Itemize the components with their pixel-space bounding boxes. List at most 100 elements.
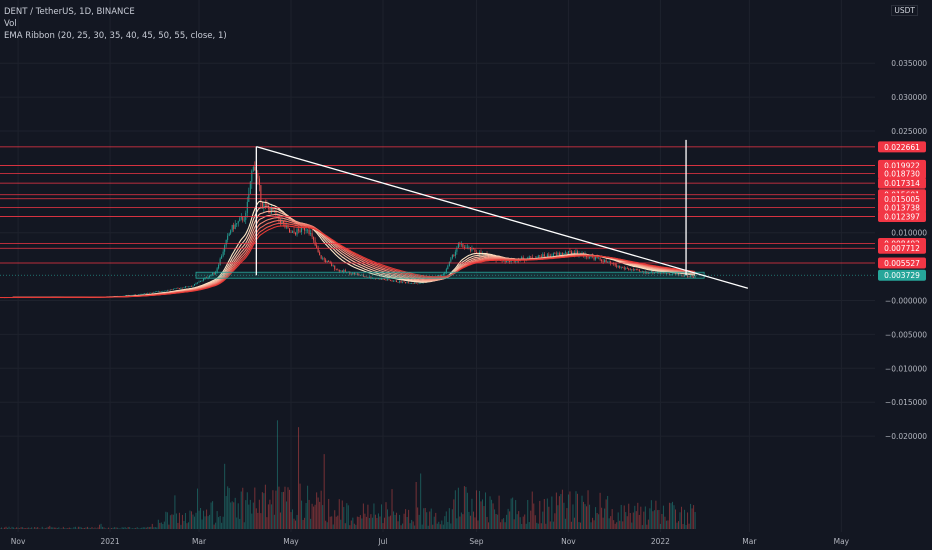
time-tick-label[interactable]: Mar [742,537,757,546]
volume-bar [580,522,582,529]
volume-bar [49,525,51,529]
volume-bar [509,511,511,529]
volume-bar [610,516,612,529]
candle-body [616,265,618,267]
level-badge[interactable] [878,242,926,254]
price-tick-label[interactable]: 0.030000 [891,93,927,102]
price-tick-label[interactable]: 0.010000 [891,229,927,238]
volume-bar [308,499,310,529]
time-tick-label[interactable]: May [283,537,299,546]
price-tick-label[interactable]: 0.035000 [891,59,927,68]
volume-bar [206,509,208,529]
candle-body [355,273,357,275]
candle-body [551,255,553,257]
volume-bar [412,521,414,529]
support-badge[interactable] [878,269,926,281]
volume-bar [203,510,205,529]
candle-body [249,181,251,194]
volume-bar [575,491,577,529]
candle-body [356,273,358,275]
candle-body [198,281,200,283]
time-tick-label[interactable]: Sep [469,537,483,546]
candle-body [506,260,508,263]
time-tick-label[interactable]: May [834,537,850,546]
time-axis[interactable]: Nov 2021 Mar May Jul Sep Nov 2022 Mar May [11,537,850,546]
price-tick-label[interactable]: −0.020000 [885,432,927,441]
candle-body [421,282,423,284]
time-tick-label[interactable]: Nov [561,537,576,546]
volume-bar [121,527,123,529]
trendline[interactable] [256,145,749,289]
candle-body [178,288,180,289]
price-axis[interactable]: 0.035000 0.030000 0.025000 0.010000 −0.00000… [878,59,927,441]
volume-bar [403,513,405,529]
price-tick-label[interactable]: −0.015000 [885,398,927,407]
candle-body [257,173,259,179]
time-tick-label[interactable]: 2022 [651,537,670,546]
volume-bar [79,526,81,529]
volume-bar [448,508,450,529]
volume-bar [153,527,155,529]
horizontal-levels[interactable] [0,146,875,279]
volume-bar [197,488,199,529]
volume-bar [331,516,333,529]
candle-body [394,280,396,282]
time-tick-label[interactable]: Mar [192,537,207,546]
candle-body [314,240,316,246]
candle-body [528,256,530,258]
price-tick-label[interactable]: −0.005000 [885,330,927,339]
candle-body [248,193,250,202]
candle-body [218,264,220,269]
ema-line [0,206,696,299]
currency-label[interactable]: USDT [891,5,918,16]
volume-bar [255,508,257,529]
volume-bar [567,494,569,529]
volume-bar [160,522,162,529]
level-badge[interactable] [878,177,926,189]
level-badge[interactable] [878,193,926,205]
level-badge[interactable] [878,257,926,269]
volume-bar [647,519,649,529]
drawings[interactable] [255,139,749,289]
volume-bar [349,525,351,529]
volume-bar [275,490,277,529]
candle-body [678,273,680,275]
candle-body [607,261,609,263]
volume-bar [347,505,349,529]
level-badge[interactable] [878,141,926,153]
volume-legend[interactable]: Vol [4,19,17,29]
volume-bar [497,514,499,529]
volume-bar [257,512,259,529]
time-tick-label[interactable]: Nov [11,537,26,546]
volume-bar [323,454,325,529]
level-badge[interactable] [878,210,926,222]
volume-bar [503,518,505,529]
volume-bar [557,505,559,529]
candle-body [299,230,301,232]
volume-bar [46,527,48,529]
price-tick-label[interactable]: −0.010000 [885,364,927,373]
candle-body [626,268,628,269]
level-badge[interactable] [878,201,926,213]
volume-bar [555,492,557,529]
volume-bar [230,502,232,529]
volume-bar [661,513,663,529]
price-tick-label[interactable]: −0.000000 [885,297,927,306]
candle-body [213,272,215,274]
symbol-title[interactable]: DENT / TetherUS, 1D, BINANCE [4,7,135,17]
level-badge[interactable] [878,168,926,180]
candle-body [216,268,218,273]
volume-bar [662,505,664,529]
volume-bar [581,495,583,529]
volume-bar [359,515,361,529]
volume-bar [55,527,57,529]
volume-bar [653,510,655,529]
volume-bar [246,492,248,529]
time-tick-label[interactable]: Jul [377,537,387,546]
indicator-legend[interactable]: EMA Ribbon (20, 25, 30, 35, 40, 45, 50, … [4,31,227,41]
price-tick-label[interactable]: 0.025000 [891,127,927,136]
volume-bar [465,486,467,529]
volume-bar [108,527,110,529]
time-tick-label[interactable]: 2021 [101,537,120,546]
